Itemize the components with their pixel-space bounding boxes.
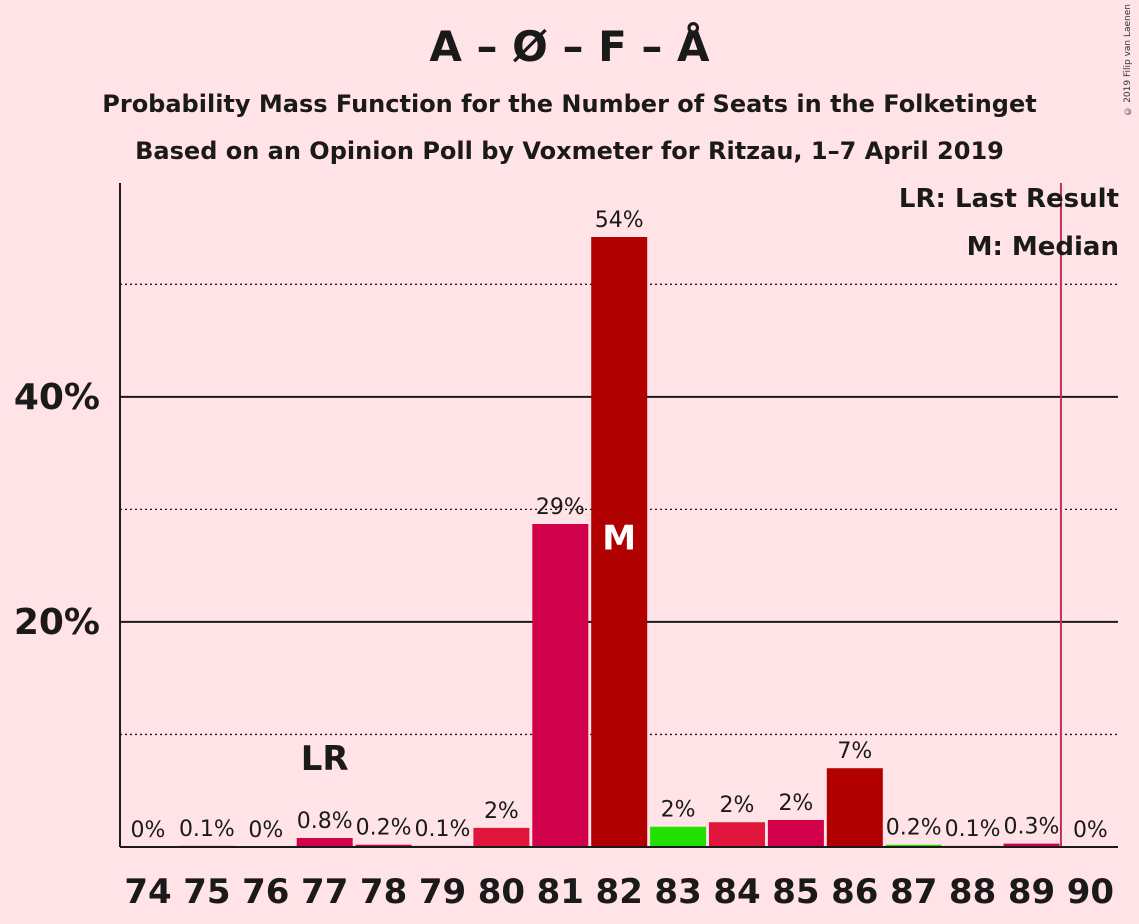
x-tick-label: 78 — [360, 872, 407, 912]
bar-value-label: 2% — [778, 791, 813, 816]
bar-value-label: 0.1% — [945, 817, 1001, 842]
bar-value-label: 2% — [661, 798, 696, 823]
bar — [532, 524, 589, 847]
bar — [1003, 843, 1060, 847]
bar-value-label: 0% — [1073, 818, 1108, 843]
bar — [473, 827, 530, 847]
x-tick-label: 75 — [183, 872, 230, 912]
chart-subtitle: Probability Mass Function for the Number… — [102, 90, 1037, 118]
bar — [709, 822, 765, 847]
bar-value-label: 2% — [720, 793, 755, 818]
bar-value-label: 0.2% — [356, 816, 412, 841]
bar-value-label: 0.8% — [297, 809, 353, 834]
bar — [767, 819, 824, 847]
bar-value-label: 54% — [595, 208, 644, 233]
y-tick-label: 40% — [14, 377, 100, 418]
bar — [885, 844, 942, 847]
chart-title: A – Ø – F – Å — [429, 22, 710, 71]
x-tick-label: 80 — [478, 872, 525, 912]
bar-value-label: 29% — [536, 495, 585, 520]
bar-value-label: 0.1% — [415, 817, 471, 842]
x-tick-label: 89 — [1008, 872, 1055, 912]
x-tick-label: 81 — [537, 872, 584, 912]
legend-median: M: Median — [966, 232, 1119, 262]
x-tick-label: 86 — [831, 872, 878, 912]
bar — [650, 826, 707, 847]
bar-value-label: 0.2% — [886, 816, 942, 841]
bar — [296, 837, 353, 847]
chart-subtitle-source: Based on an Opinion Poll by Voxmeter for… — [135, 137, 1004, 165]
median-marker: M — [602, 518, 636, 558]
bar — [355, 844, 412, 847]
x-tick-label: 90 — [1067, 872, 1114, 912]
bar-value-label: 0% — [248, 818, 283, 843]
x-tick-label: 79 — [419, 872, 466, 912]
x-tick-label: 76 — [242, 872, 289, 912]
last-result-marker: LR — [301, 739, 349, 779]
x-tick-label: 83 — [654, 872, 701, 912]
x-tick-label: 82 — [596, 872, 643, 912]
legend-last-result: LR: Last Result — [898, 184, 1119, 214]
x-tick-label: 88 — [949, 872, 996, 912]
x-tick-label: 74 — [124, 872, 171, 912]
bar-value-label: 7% — [837, 739, 872, 764]
x-tick-label: 87 — [890, 872, 937, 912]
x-tick-label: 84 — [713, 872, 760, 912]
bar-value-label: 2% — [484, 799, 519, 824]
x-tick-label: 77 — [301, 872, 348, 912]
bar-value-label: 0% — [131, 818, 166, 843]
bar-value-label: 0.1% — [179, 817, 235, 842]
bar-value-label: 0.3% — [1004, 815, 1060, 840]
x-tick-label: 85 — [772, 872, 819, 912]
y-tick-label: 20% — [14, 602, 100, 643]
bar — [826, 768, 883, 847]
bar — [591, 237, 648, 848]
